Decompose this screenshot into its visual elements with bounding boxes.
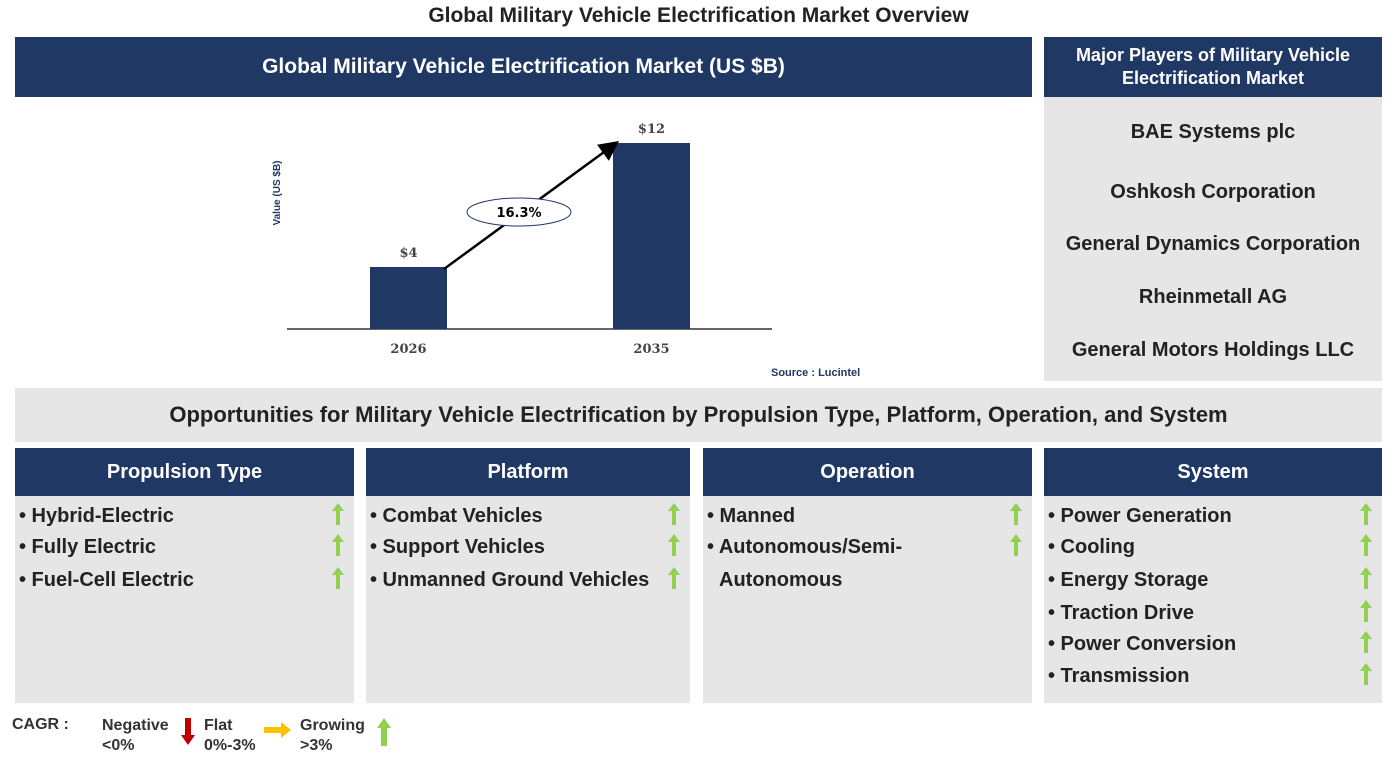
arrow-up-green-icon bbox=[377, 718, 391, 746]
column-header: Platform bbox=[366, 448, 690, 496]
legend-negative-label: Negative bbox=[102, 717, 169, 734]
arrow-up-green-icon bbox=[1010, 503, 1022, 525]
arrow-up-green-icon bbox=[1360, 663, 1372, 685]
column-header: Operation bbox=[703, 448, 1032, 496]
x-tick-label: 2026 bbox=[390, 342, 426, 357]
bar-chart: $4 2026 $12 2035 16.3% Value (US $B) bbox=[272, 122, 772, 357]
source-label: Source : Lucintel bbox=[771, 367, 861, 379]
arrow-up-green-icon bbox=[1360, 534, 1372, 556]
opportunity-item: • Combat Vehicles bbox=[370, 505, 543, 527]
column-body: • Hybrid-Electric • Fully Electric • Fuel-… bbox=[15, 496, 354, 703]
legend-growing-label: Growing bbox=[300, 717, 365, 734]
opportunity-item: • Hybrid-Electric bbox=[19, 505, 174, 527]
cagr-label: 16.3% bbox=[496, 206, 541, 221]
arrow-up-green-icon bbox=[668, 534, 680, 556]
arrow-up-green-icon bbox=[1360, 631, 1372, 653]
player-item: Oshkosh Corporation bbox=[1110, 181, 1316, 203]
column-body: • Power Generation • Cooling • Energy Stor… bbox=[1044, 496, 1382, 703]
arrow-up-green-icon bbox=[332, 534, 344, 556]
legend-negative-range: <0% bbox=[102, 737, 135, 754]
legend-flat: Flat 0%-3% bbox=[204, 716, 256, 756]
legend-label: CAGR : bbox=[12, 716, 69, 733]
opportunity-item: • Power Conversion bbox=[1048, 633, 1237, 655]
legend-negative: Negative <0% bbox=[102, 716, 169, 756]
bar bbox=[370, 267, 447, 329]
opportunity-item: • Unmanned Ground Vehicles bbox=[370, 569, 650, 591]
arrow-up-green-icon bbox=[668, 567, 680, 589]
opportunity-item: • Energy Storage bbox=[1048, 569, 1209, 591]
arrow-right-yellow-icon bbox=[264, 722, 291, 738]
opportunity-item: • Cooling bbox=[1048, 536, 1135, 558]
player-item: BAE Systems plc bbox=[1130, 121, 1296, 143]
arrow-down-red-icon bbox=[181, 718, 195, 745]
opportunity-item: • Power Generation bbox=[1048, 505, 1232, 527]
legend-growing: Growing >3% bbox=[300, 716, 365, 756]
opportunity-item: • Fuel-Cell Electric bbox=[19, 569, 194, 591]
legend-flat-range: 0%-3% bbox=[204, 737, 256, 754]
arrow-up-green-icon bbox=[1360, 567, 1372, 589]
arrow-up-green-icon bbox=[332, 567, 344, 589]
x-tick-label: 2035 bbox=[633, 342, 669, 357]
player-item: Rheinmetall AG bbox=[1138, 286, 1288, 308]
arrow-up-green-icon bbox=[332, 503, 344, 525]
cagr-ellipse bbox=[466, 197, 572, 227]
page-title: Global Military Vehicle Electrification … bbox=[428, 4, 969, 27]
player-item: General Dynamics Corporation bbox=[1065, 233, 1361, 255]
opportunity-item: • Support Vehicles bbox=[370, 536, 545, 558]
player-item: General Motors Holdings LLC bbox=[1071, 339, 1355, 361]
opportunity-item: Autonomous bbox=[719, 569, 843, 591]
column-header: Propulsion Type bbox=[15, 448, 354, 496]
column-body: • Manned • Autonomous/Semi- Autonomous bbox=[703, 496, 1032, 703]
opportunity-item: • Fully Electric bbox=[19, 536, 157, 558]
arrow-up-green-icon bbox=[1010, 534, 1022, 556]
arrow-up-green-icon bbox=[1360, 503, 1372, 525]
opportunity-item: • Manned bbox=[707, 505, 796, 527]
column-header: System bbox=[1044, 448, 1382, 496]
opportunity-item: • Transmission bbox=[1048, 665, 1190, 687]
y-axis-label: Value (US $B) bbox=[272, 160, 283, 225]
legend-flat-label: Flat bbox=[204, 717, 233, 734]
arrow-up-green-icon bbox=[668, 503, 680, 525]
legend-growing-range: >3% bbox=[300, 737, 333, 754]
chart-header: Global Military Vehicle Electrification … bbox=[15, 37, 1032, 97]
players-panel: BAE Systems plc Oshkosh Corporation Gene… bbox=[1044, 97, 1382, 381]
data-label: $12 bbox=[638, 122, 665, 137]
opportunity-item: • Traction Drive bbox=[1048, 602, 1194, 624]
data-label: $4 bbox=[399, 246, 417, 261]
opportunity-item: • Autonomous/Semi- bbox=[707, 536, 903, 558]
players-header: Major Players of Military Vehicle Electr… bbox=[1044, 37, 1382, 97]
opportunities-title: Opportunities for Military Vehicle Elect… bbox=[15, 388, 1382, 442]
arrow-up-green-icon bbox=[1360, 600, 1372, 622]
column-body: • Combat Vehicles • Support Vehicles • Unm… bbox=[366, 496, 690, 703]
bar bbox=[613, 143, 690, 329]
